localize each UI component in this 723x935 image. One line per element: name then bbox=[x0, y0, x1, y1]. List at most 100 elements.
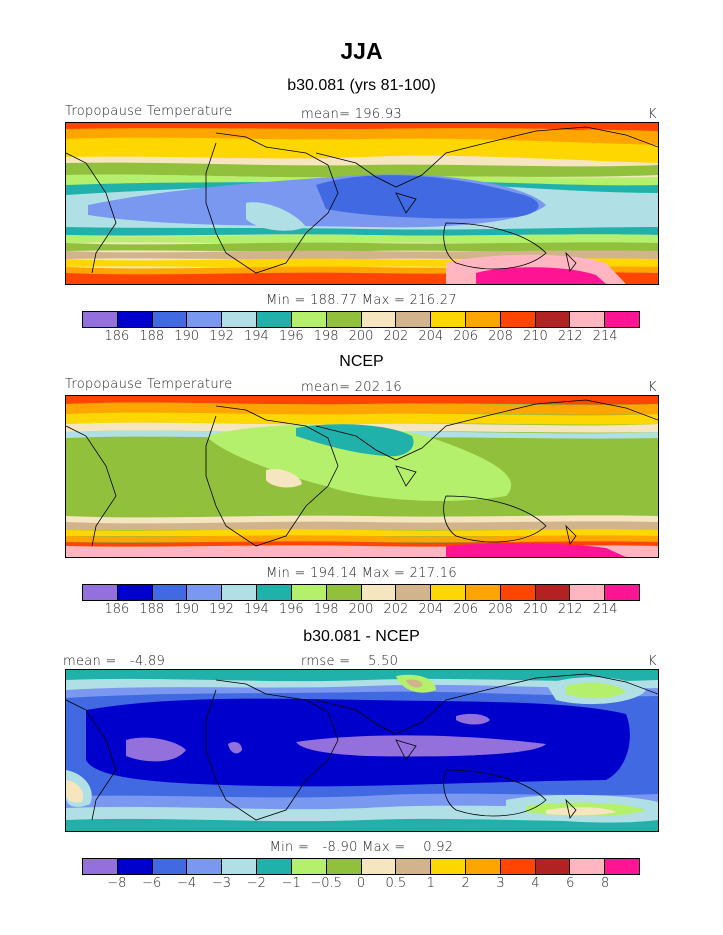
colorbar-tick-label: 8 bbox=[600, 876, 610, 891]
colorbar-swatch bbox=[222, 859, 258, 874]
colorbar-swatch bbox=[570, 859, 606, 874]
colorbar-tick-label: 186 bbox=[104, 329, 130, 344]
colorbar-swatch bbox=[257, 859, 292, 874]
panel-3-mean-label: mean = -4.89 bbox=[63, 654, 166, 669]
panel-3-units-label: K bbox=[648, 654, 657, 669]
colorbar-swatch bbox=[117, 859, 153, 874]
panel-1-title: b30.081 (yrs 81-100) bbox=[287, 77, 436, 94]
colorbar-swatch bbox=[605, 859, 639, 874]
colorbar-swatch bbox=[361, 585, 397, 600]
panel-1-map bbox=[65, 122, 659, 285]
colorbar-swatch bbox=[152, 859, 188, 874]
panel-3-colorbar-labels: −8 −6 −4 −3 −2 −1 −0.5 0 0.5 1 2 3 4 6 8 bbox=[82, 876, 640, 892]
colorbar-tick-label: 190 bbox=[174, 329, 200, 344]
colorbar-tick-label: −8 bbox=[107, 876, 127, 891]
colorbar-tick-label: −0.5 bbox=[310, 876, 342, 891]
panel-3-map bbox=[65, 669, 659, 832]
panel-1-mean-label: mean= 196.93 bbox=[301, 107, 402, 122]
panel-1-colorbar-labels: 186 188 190 192 194 196 198 200 202 204 206 208 210 2… bbox=[82, 329, 640, 345]
colorbar-tick-label: −3 bbox=[211, 876, 232, 891]
colorbar-swatch bbox=[187, 312, 223, 327]
panel-3-title: b30.081 - NCEP bbox=[303, 628, 420, 645]
colorbar-tick-label: 204 bbox=[418, 602, 444, 617]
colorbar-swatch bbox=[222, 585, 258, 600]
colorbar-swatch bbox=[117, 312, 153, 327]
colorbar-swatch bbox=[500, 585, 536, 600]
colorbar-tick-label: −2 bbox=[246, 876, 266, 891]
panel-3-colorbar bbox=[82, 858, 640, 875]
panel-1-units-label: K bbox=[648, 107, 657, 122]
colorbar-tick-label: 3 bbox=[496, 876, 505, 891]
colorbar-tick-label: 188 bbox=[139, 329, 165, 344]
colorbar-swatch bbox=[431, 312, 466, 327]
colorbar-swatch bbox=[361, 859, 397, 874]
colorbar-swatch bbox=[152, 312, 188, 327]
panel-3-minmax: Min = -8.90 Max = 0.92 bbox=[269, 840, 454, 855]
colorbar-tick-label: 196 bbox=[278, 329, 304, 344]
colorbar-swatch bbox=[465, 312, 501, 327]
colorbar-swatch bbox=[605, 585, 639, 600]
colorbar-swatch bbox=[222, 312, 258, 327]
colorbar-swatch bbox=[83, 312, 118, 327]
colorbar-tick-label: 206 bbox=[453, 329, 479, 344]
colorbar-swatch bbox=[326, 859, 362, 874]
colorbar-swatch bbox=[396, 585, 432, 600]
colorbar-tick-label: 198 bbox=[313, 329, 339, 344]
colorbar-swatch bbox=[431, 585, 466, 600]
colorbar-tick-label: 208 bbox=[488, 329, 513, 344]
colorbar-swatch bbox=[431, 859, 466, 874]
colorbar-tick-label: 202 bbox=[383, 329, 409, 344]
colorbar-swatch bbox=[257, 312, 292, 327]
panel-3-rmse-label: rmse = 5.50 bbox=[301, 654, 399, 669]
colorbar-swatch bbox=[291, 859, 327, 874]
colorbar-tick-label: 210 bbox=[522, 329, 548, 344]
colorbar-swatch bbox=[326, 312, 362, 327]
colorbar-tick-label: 196 bbox=[278, 602, 304, 617]
colorbar-swatch bbox=[396, 859, 432, 874]
colorbar-tick-label: 210 bbox=[522, 602, 548, 617]
colorbar-tick-label: 200 bbox=[348, 602, 374, 617]
colorbar-swatch bbox=[291, 585, 327, 600]
panel-2-title: NCEP bbox=[339, 353, 384, 370]
colorbar-swatch bbox=[83, 859, 118, 874]
panel-1-variable-label: Tropopause Temperature bbox=[65, 104, 233, 119]
panel-2-colorbar-labels: 186 188 190 192 194 196 198 200 202 204 206 208 210 2… bbox=[82, 602, 640, 618]
colorbar-swatch bbox=[570, 312, 606, 327]
colorbar-tick-label: 204 bbox=[418, 329, 444, 344]
colorbar-tick-label: 194 bbox=[243, 602, 269, 617]
colorbar-tick-label: 198 bbox=[313, 602, 339, 617]
colorbar-swatch bbox=[187, 585, 223, 600]
colorbar-tick-label: −1 bbox=[281, 876, 301, 891]
colorbar-swatch bbox=[500, 312, 536, 327]
colorbar-tick-label: 192 bbox=[209, 602, 234, 617]
colorbar-tick-label: 2 bbox=[461, 876, 470, 891]
colorbar-swatch bbox=[117, 585, 153, 600]
colorbar-tick-label: 0.5 bbox=[385, 876, 407, 891]
colorbar-swatch bbox=[361, 312, 397, 327]
colorbar-tick-label: −4 bbox=[177, 876, 197, 891]
colorbar-tick-label: 212 bbox=[557, 602, 583, 617]
panel-2-colorbar bbox=[82, 584, 640, 601]
colorbar-tick-label: 4 bbox=[531, 876, 540, 891]
panel-1-minmax: Min = 188.77 Max = 216.27 bbox=[266, 293, 457, 308]
colorbar-tick-label: −6 bbox=[142, 876, 162, 891]
colorbar-swatch bbox=[83, 585, 118, 600]
colorbar-swatch bbox=[570, 585, 606, 600]
colorbar-tick-label: 194 bbox=[243, 329, 269, 344]
colorbar-tick-label: 212 bbox=[557, 329, 583, 344]
colorbar-tick-label: 214 bbox=[592, 329, 618, 344]
colorbar-tick-label: 206 bbox=[453, 602, 479, 617]
panel-2-units-label: K bbox=[648, 380, 657, 395]
main-title: JJA bbox=[340, 38, 383, 64]
panel-2-minmax: Min = 194.14 Max = 217.16 bbox=[266, 566, 457, 581]
panel-2-mean-label: mean= 202.16 bbox=[301, 380, 402, 395]
colorbar-tick-label: 190 bbox=[174, 602, 200, 617]
colorbar-tick-label: 0 bbox=[356, 876, 366, 891]
colorbar-tick-label: 214 bbox=[592, 602, 618, 617]
colorbar-swatch bbox=[465, 859, 501, 874]
colorbar-swatch bbox=[152, 585, 188, 600]
colorbar-tick-label: 186 bbox=[104, 602, 130, 617]
colorbar-tick-label: 200 bbox=[348, 329, 374, 344]
colorbar-tick-label: 208 bbox=[488, 602, 513, 617]
colorbar-swatch bbox=[291, 312, 327, 327]
